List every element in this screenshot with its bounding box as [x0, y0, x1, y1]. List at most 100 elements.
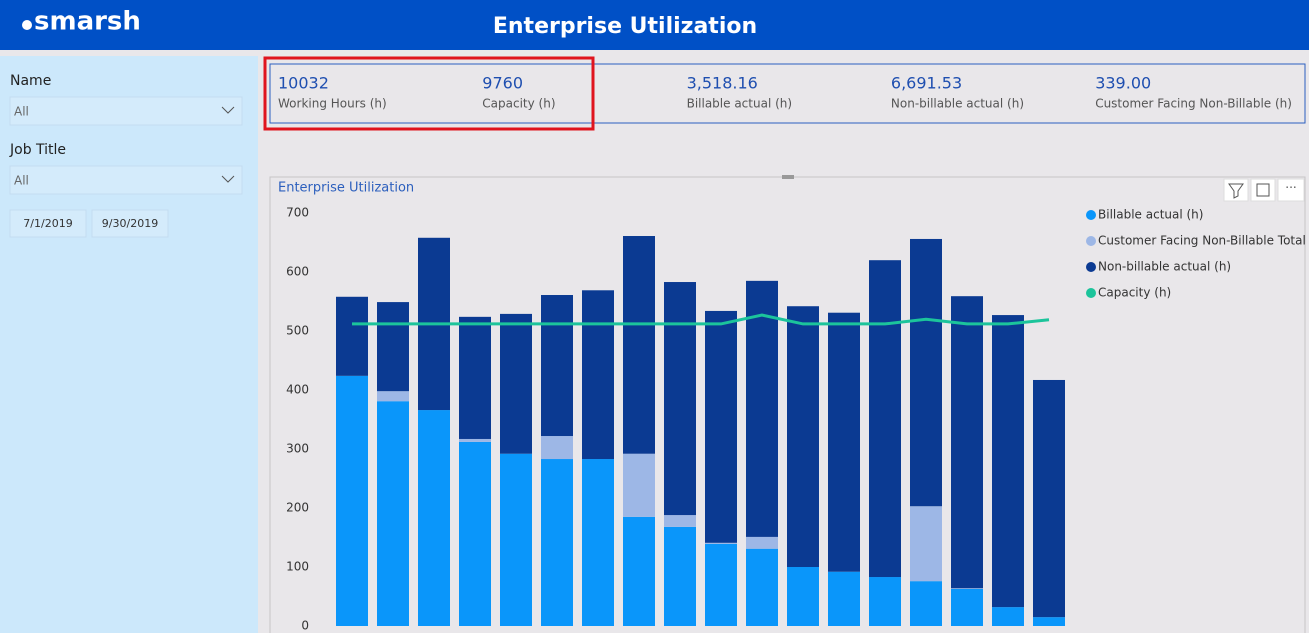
bar-segment	[500, 313, 532, 454]
kpi-label: Customer Facing Non-Billable (h)	[1095, 97, 1292, 111]
bar-segment	[541, 459, 573, 626]
date-input[interactable]	[91, 209, 169, 238]
legend-swatch	[1086, 288, 1096, 298]
kpi-value: 6,691.53	[891, 74, 962, 93]
bar-segment	[664, 515, 696, 527]
bar-segment	[992, 315, 1024, 608]
bar-segment	[951, 296, 983, 589]
funnel	[1228, 183, 1244, 199]
kpi-card	[269, 63, 1306, 124]
bar-segment	[582, 290, 614, 460]
bar-segment	[746, 280, 778, 537]
bar-segment	[705, 542, 737, 544]
bar-segment	[582, 459, 614, 626]
resize-handle	[782, 175, 794, 179]
kpi-value: 3,518.16	[687, 74, 758, 93]
bar-segment	[869, 577, 901, 626]
y-tick-label: 700	[286, 206, 309, 220]
bar-segment	[992, 607, 1024, 626]
y-tick-label: 500	[286, 324, 309, 338]
bar-segment	[910, 238, 942, 507]
dropdown[interactable]	[9, 165, 243, 195]
kpi-label: Capacity (h)	[482, 97, 555, 111]
focus-glyph	[1256, 183, 1270, 197]
legend-label: Capacity (h)	[1098, 286, 1171, 300]
bar-segment	[1033, 379, 1065, 618]
highlight-box	[263, 56, 595, 131]
focus-icon[interactable]	[1250, 178, 1276, 202]
kpi-label: Billable actual (h)	[687, 97, 792, 111]
chart-title: Enterprise Utilization	[278, 181, 414, 196]
bar-segment	[418, 410, 450, 626]
bar-segment	[910, 506, 942, 582]
y-tick-label: 0	[301, 619, 309, 633]
bar-segment	[746, 548, 778, 626]
bar-segment	[377, 391, 409, 402]
bar-segment	[336, 375, 368, 626]
bar-segment	[459, 441, 491, 626]
logo: smarsh	[34, 7, 141, 37]
bar-segment	[869, 260, 901, 578]
y-tick-label: 600	[286, 265, 309, 279]
y-tick-label: 200	[286, 501, 309, 515]
capacity-line	[352, 313, 1050, 326]
legend-swatch	[1086, 262, 1096, 272]
dropdown-value: All	[14, 174, 29, 188]
y-tick-label: 300	[286, 442, 309, 456]
bar-segment	[336, 296, 368, 376]
legend-swatch	[1086, 210, 1096, 220]
bar-segment	[951, 588, 983, 626]
legend-label: Non-billable actual (h)	[1098, 260, 1231, 274]
bar-segment	[787, 306, 819, 567]
filter-label: Name	[10, 73, 51, 89]
bar-segment	[787, 567, 819, 626]
kpi-value: 339.00	[1095, 74, 1151, 93]
filter-icon[interactable]	[1223, 178, 1249, 202]
bar-segment	[500, 453, 532, 626]
more-icon[interactable]	[1277, 178, 1305, 202]
bar-segment	[541, 436, 573, 460]
y-tick-label: 400	[286, 383, 309, 397]
bar-segment	[705, 543, 737, 626]
more-glyph: ···	[1285, 181, 1296, 195]
filter-panel	[0, 56, 258, 633]
bar-segment	[828, 312, 860, 572]
dropdown-value: All	[14, 105, 29, 119]
kpi-value: 9760	[482, 74, 523, 93]
legend-label: Billable actual (h)	[1098, 208, 1203, 222]
bar-segment	[377, 401, 409, 626]
kpi-label: Non-billable actual (h)	[891, 97, 1024, 111]
bar-segment	[1033, 617, 1065, 626]
chevron	[221, 175, 235, 183]
page-title: Enterprise Utilization	[493, 14, 757, 39]
bar-segment	[459, 316, 491, 439]
logo-mark	[22, 20, 32, 30]
legend-swatch	[1086, 236, 1096, 246]
date-value: 9/30/2019	[102, 217, 158, 230]
dropdown[interactable]	[9, 96, 243, 126]
filter-label: Job Title	[9, 142, 66, 158]
bar-segment	[623, 236, 655, 454]
bar-segment	[705, 310, 737, 543]
bar-segment	[623, 516, 655, 626]
bar-segment	[623, 453, 655, 517]
kpi-label: Working Hours (h)	[278, 97, 387, 111]
y-tick-label: 100	[286, 560, 309, 574]
bar-segment	[377, 302, 409, 392]
bar-segment	[746, 536, 778, 549]
kpi-value: 10032	[278, 74, 329, 93]
date-input[interactable]	[9, 209, 87, 238]
bar-segment	[664, 282, 696, 516]
chevron	[221, 106, 235, 114]
chart: 0 100 200 300 400 500 600 700 Billable actual (h…	[286, 206, 1306, 633]
date-value: 7/1/2019	[23, 217, 72, 230]
kpi-group: 10032 Working Hours (h) 9760 Capacity (h) 3,…	[278, 74, 1292, 111]
header-bar	[0, 0, 1309, 50]
bar-segment	[910, 581, 942, 626]
legend-label: Customer Facing Non-Billable Total	[1098, 234, 1306, 248]
bar-segment	[951, 588, 983, 589]
bar-segment	[828, 571, 860, 626]
bar-segment	[459, 438, 491, 442]
bar-segment	[541, 295, 573, 437]
